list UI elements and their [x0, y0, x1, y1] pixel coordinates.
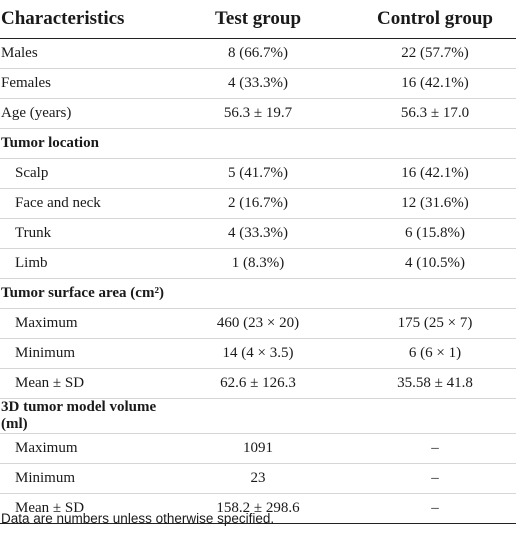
row-label: Limb	[0, 248, 172, 279]
test-group-value: 1091	[172, 433, 344, 464]
test-group-value: 14 (4 × 3.5)	[172, 338, 344, 369]
table-body: Males 8 (66.7%) 22 (57.7%) Females 4 (33…	[0, 38, 516, 524]
table-row: Mean ± SD 158.2 ± 298.6 –	[0, 493, 516, 524]
row-label: Males	[0, 38, 172, 69]
control-group-value: 6 (6 × 1)	[344, 338, 516, 369]
table-section-row: Tumor surface area (cm²)	[0, 278, 516, 309]
row-label: Trunk	[0, 218, 172, 249]
table-header-row: Characteristics Test group Control group	[0, 0, 516, 39]
characteristics-table-container: Characteristics Test group Control group…	[0, 0, 516, 524]
table-row: Minimum 14 (4 × 3.5) 6 (6 × 1)	[0, 338, 516, 369]
table-row: Females 4 (33.3%) 16 (42.1%)	[0, 68, 516, 99]
test-group-value: 56.3 ± 19.7	[172, 98, 344, 129]
row-label: Maximum	[0, 308, 172, 339]
table-section-row: Tumor location	[0, 128, 516, 159]
control-group-value	[344, 278, 516, 309]
test-group-value: 62.6 ± 126.3	[172, 368, 344, 399]
control-group-value: 56.3 ± 17.0	[344, 98, 516, 129]
table-row: Trunk 4 (33.3%) 6 (15.8%)	[0, 218, 516, 249]
control-group-value: 4 (10.5%)	[344, 248, 516, 279]
section-label-tumor-location: Tumor location	[0, 128, 172, 159]
test-group-value: 8 (66.7%)	[172, 38, 344, 69]
test-group-value: 4 (33.3%)	[172, 218, 344, 249]
table-row: Maximum 1091 –	[0, 433, 516, 464]
test-group-value: 158.2 ± 298.6	[172, 493, 344, 524]
test-group-value	[172, 278, 344, 309]
section-label-tumor-model-volume: 3D tumor model volume (ml)	[0, 398, 172, 434]
row-label: Age (years)	[0, 98, 172, 129]
table-row: Males 8 (66.7%) 22 (57.7%)	[0, 38, 516, 69]
control-group-value: 16 (42.1%)	[344, 68, 516, 99]
row-label: Minimum	[0, 338, 172, 369]
test-group-value	[172, 128, 344, 159]
test-group-value: 23	[172, 463, 344, 494]
table-row: Minimum 23 –	[0, 463, 516, 494]
control-group-value: –	[344, 493, 516, 524]
table-row: Maximum 460 (23 × 20) 175 (25 × 7)	[0, 308, 516, 339]
control-group-value: 35.58 ± 41.8	[344, 368, 516, 399]
header-characteristics: Characteristics	[0, 0, 172, 39]
test-group-value: 1 (8.3%)	[172, 248, 344, 279]
control-group-value: 175 (25 × 7)	[344, 308, 516, 339]
section-label-tumor-surface-area: Tumor surface area (cm²)	[0, 278, 172, 309]
control-group-value	[344, 398, 516, 434]
row-label: Females	[0, 68, 172, 99]
control-group-value: 6 (15.8%)	[344, 218, 516, 249]
control-group-value: 12 (31.6%)	[344, 188, 516, 219]
table-row: Face and neck 2 (16.7%) 12 (31.6%)	[0, 188, 516, 219]
control-group-value: 22 (57.7%)	[344, 38, 516, 69]
row-label: Face and neck	[0, 188, 172, 219]
header-test-group: Test group	[172, 0, 344, 39]
control-group-value	[344, 128, 516, 159]
row-label: Scalp	[0, 158, 172, 189]
row-label: Mean ± SD	[0, 368, 172, 399]
row-label: Minimum	[0, 463, 172, 494]
test-group-value: 2 (16.7%)	[172, 188, 344, 219]
table-row: Scalp 5 (41.7%) 16 (42.1%)	[0, 158, 516, 189]
test-group-value: 4 (33.3%)	[172, 68, 344, 99]
row-label: Mean ± SD	[0, 493, 172, 524]
characteristics-table: Characteristics Test group Control group…	[0, 0, 516, 524]
test-group-value: 5 (41.7%)	[172, 158, 344, 189]
header-control-group: Control group	[344, 0, 516, 39]
test-group-value	[172, 398, 344, 434]
table-footnote: Data are numbers unless otherwise specif…	[1, 511, 275, 526]
test-group-value: 460 (23 × 20)	[172, 308, 344, 339]
control-group-value: –	[344, 463, 516, 494]
table-row: Mean ± SD 62.6 ± 126.3 35.58 ± 41.8	[0, 368, 516, 399]
row-label: Maximum	[0, 433, 172, 464]
control-group-value: 16 (42.1%)	[344, 158, 516, 189]
table-section-row: 3D tumor model volume (ml)	[0, 398, 516, 434]
control-group-value: –	[344, 433, 516, 464]
table-row: Limb 1 (8.3%) 4 (10.5%)	[0, 248, 516, 279]
table-row: Age (years) 56.3 ± 19.7 56.3 ± 17.0	[0, 98, 516, 129]
